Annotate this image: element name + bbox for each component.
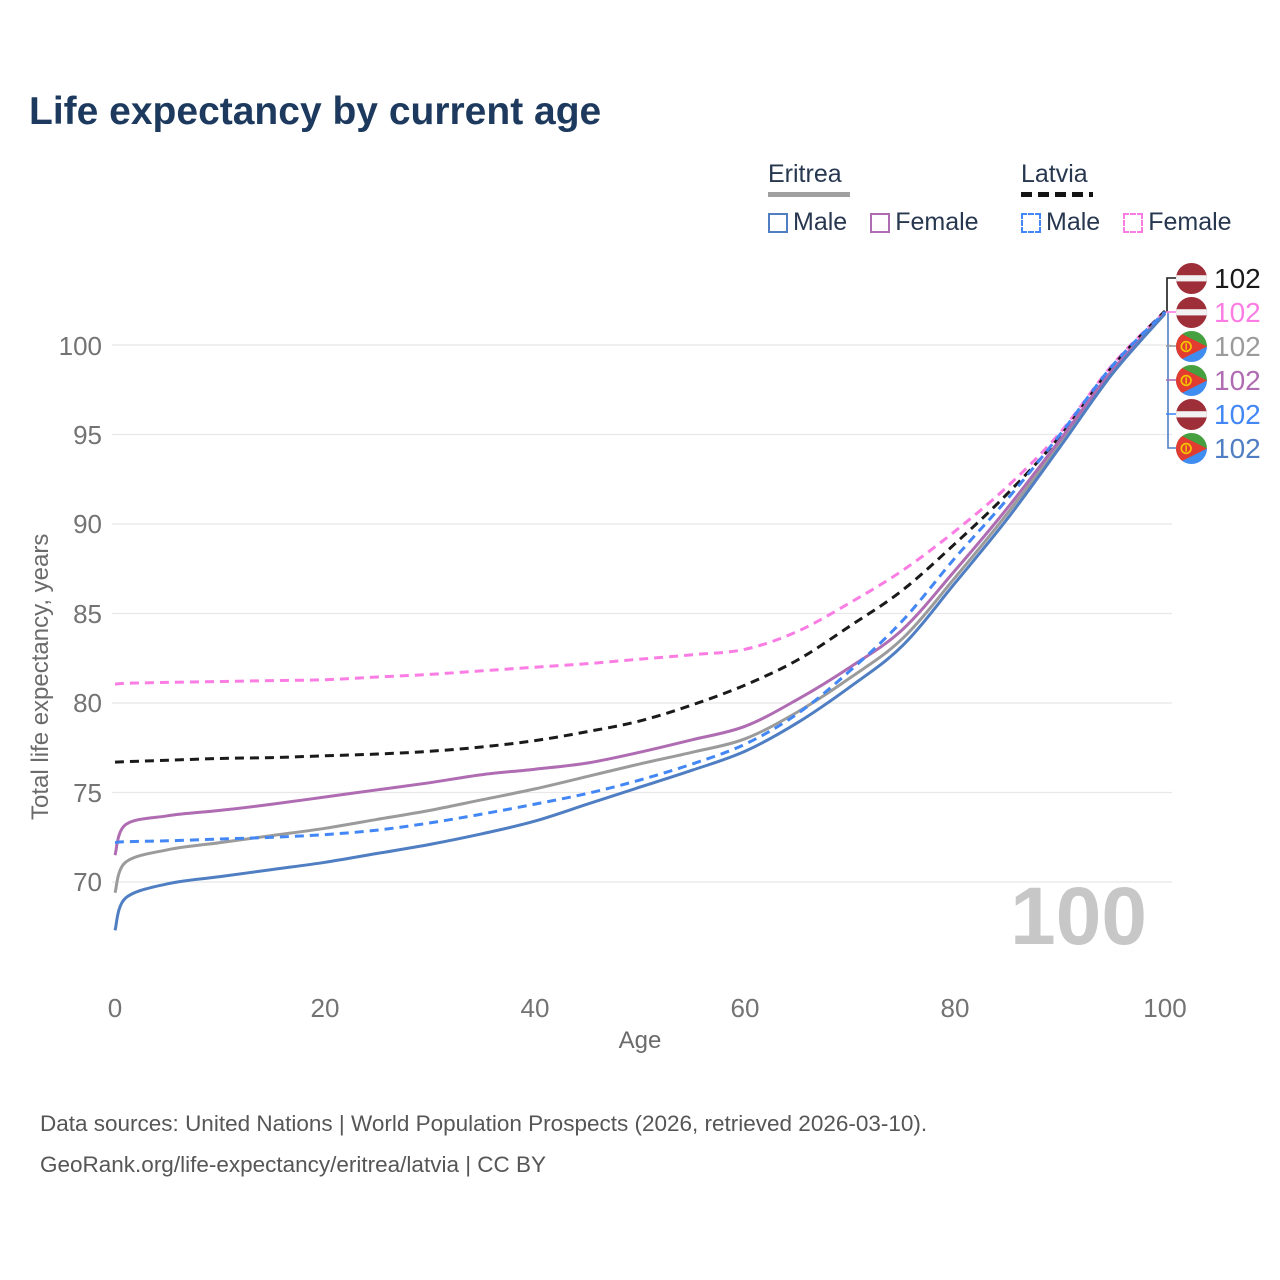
- y-tick: 95: [73, 420, 102, 450]
- end-label-latvia-male: 102: [1176, 398, 1261, 431]
- leader-line-eritrea-male: [1167, 311, 1176, 449]
- eritrea-flag-icon: [1176, 433, 1207, 464]
- legend-label: Female: [895, 208, 979, 236]
- latvia-flag-icon: [1176, 297, 1207, 328]
- x-tick: 80: [940, 993, 970, 1023]
- latvia-female-swatch-icon: [1123, 212, 1144, 233]
- y-tick: 70: [73, 867, 102, 897]
- footer-data-sources: Data sources: United Nations | World Pop…: [40, 1111, 928, 1136]
- legend-item-eritrea-female[interactable]: Female: [870, 208, 979, 237]
- legend-item-eritrea-male[interactable]: Male: [768, 208, 847, 237]
- end-value: 102: [1214, 398, 1261, 430]
- end-value: 102: [1214, 296, 1261, 328]
- legend-item-latvia-male[interactable]: Male: [1021, 208, 1100, 237]
- x-tick: 40: [520, 993, 550, 1023]
- footer-attribution: GeoRank.org/life-expectancy/eritrea/latv…: [40, 1152, 547, 1177]
- page-title: Life expectancy by current age: [29, 90, 602, 133]
- legend-item-latvia-female[interactable]: Female: [1123, 208, 1232, 237]
- end-label-eritrea-female: 102: [1176, 364, 1261, 397]
- leader-line-latvia-total: [1166, 277, 1176, 312]
- y-tick: 100: [58, 331, 102, 361]
- x-axis-title: Age: [618, 1027, 662, 1054]
- y-tick: 75: [73, 778, 102, 808]
- series-line-eritrea[interactable]: [113, 311, 1167, 894]
- x-tick: 60: [730, 993, 760, 1023]
- x-tick: 100: [1143, 993, 1187, 1023]
- x-tick: 0: [107, 993, 123, 1023]
- end-value: 102: [1214, 330, 1261, 362]
- end-label-latvia-total: 102: [1176, 262, 1261, 295]
- legend-label: Female: [1148, 208, 1232, 236]
- eritrea-male-swatch-icon: [768, 212, 788, 233]
- latvia-flag-icon: [1176, 399, 1207, 430]
- series-line-latvia[interactable]: [114, 309, 1167, 764]
- latvia-male-swatch-icon: [1021, 212, 1041, 233]
- eritrea-line-style-sample: [768, 192, 850, 197]
- legend-group-latvia: Latvia Male Female: [1021, 160, 1255, 237]
- end-label-latvia-female: 102: [1176, 296, 1261, 329]
- y-axis-title: Total life expectancy, years: [27, 533, 54, 820]
- end-value: 102: [1214, 364, 1261, 396]
- eritrea-flag-icon: [1176, 331, 1207, 362]
- latvia-line-style-sample: [1021, 192, 1093, 197]
- legend-label: Male: [793, 208, 848, 236]
- eritrea-flag-icon: [1176, 365, 1207, 396]
- series-line-eritrea-female[interactable]: [113, 311, 1167, 856]
- legend-label: Male: [1046, 208, 1101, 236]
- eritrea-female-swatch-icon: [870, 212, 891, 233]
- series-line-latvia-female[interactable]: [114, 309, 1167, 686]
- series-line-eritrea-male[interactable]: [113, 312, 1167, 931]
- legend-country-latvia: Latvia: [1021, 160, 1088, 188]
- y-tick: 90: [73, 509, 102, 539]
- series-line-latvia-male[interactable]: [114, 310, 1167, 845]
- y-tick: 80: [73, 688, 102, 718]
- end-value: 102: [1214, 432, 1261, 464]
- x-tick: 20: [310, 993, 340, 1023]
- legend-country-eritrea: Eritrea: [768, 160, 842, 188]
- footer: Data sources: United Nations | World Pop…: [40, 1103, 927, 1185]
- legend-group-eritrea: Eritrea Male Female: [768, 160, 1002, 237]
- end-label-eritrea-total: 102: [1176, 330, 1261, 363]
- y-tick: 85: [73, 599, 102, 629]
- end-value: 102: [1214, 262, 1261, 294]
- age-counter-watermark: 100: [1010, 871, 1147, 962]
- latvia-flag-icon: [1176, 263, 1207, 294]
- end-label-eritrea-male: 102: [1176, 432, 1261, 465]
